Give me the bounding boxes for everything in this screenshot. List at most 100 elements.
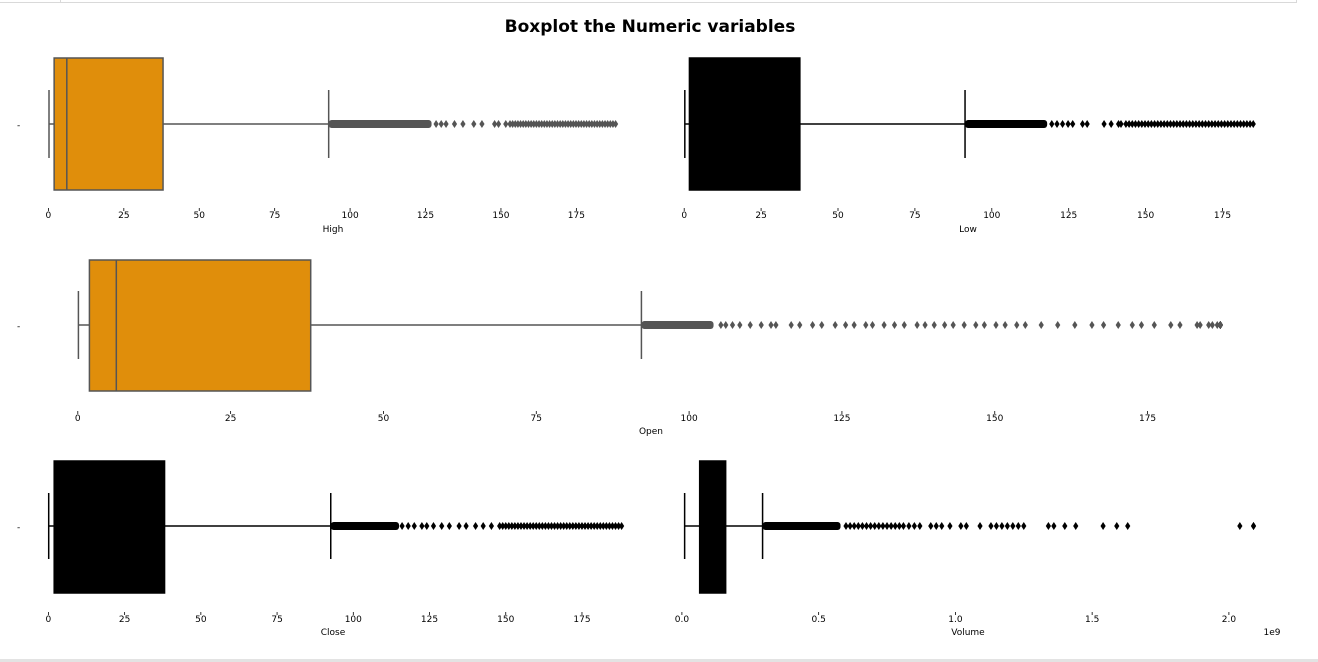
outlier-point [933,522,939,530]
outlier-point [1022,321,1028,329]
outlier-point [424,522,430,530]
outlier-points [718,321,1223,329]
outlier-point [573,522,579,530]
outlier-point [1148,120,1154,128]
outlier-point [503,120,509,128]
outlier-point [600,522,606,530]
outlier-point [1038,321,1044,329]
outlier-point [961,321,967,329]
outlier-point [615,522,622,530]
outlier-point [1136,120,1142,128]
outlier-point [578,120,584,128]
outlier-point [612,522,619,530]
outlier-point [863,321,869,329]
outlier-point [607,120,613,128]
outlier-point [523,120,529,128]
outlier-point [1118,120,1124,128]
outlier-point [1186,120,1193,128]
outlier-point [1062,522,1068,530]
outlier-point [599,120,605,128]
outlier-point [993,321,999,329]
outlier-point [554,522,561,530]
x-axis-ticks: 0 25 50 75 100 125 150 175 [46,612,591,625]
x-tick-label: 50 [195,615,207,625]
outlier-point [1199,120,1205,128]
outlier-point [758,321,764,329]
outlier-point [1217,321,1223,329]
outlier-point [544,120,550,128]
outlier-point [446,522,452,530]
outlier-point [546,120,553,128]
outlier-point [981,321,987,329]
outlier-point [1015,522,1021,530]
outlier-point [1237,120,1244,128]
outlier-point [942,321,948,329]
x-tick-label: 25 [119,615,130,625]
outlier-point [1100,321,1107,329]
outlier-point [931,321,937,329]
outlier-point [999,522,1005,530]
outlier-point [536,120,542,128]
outlier-band [328,120,432,128]
outlier-point [1250,120,1256,128]
outlier-point [973,321,979,329]
x-tick-label: 1.5 [1085,615,1099,625]
outlier-point [399,522,405,530]
outlier-point [1002,321,1008,329]
outlier-point [939,522,945,530]
outlier-point [855,522,861,530]
outlier-point [768,321,774,329]
x-tick-label: 0 [46,615,52,625]
x-tick-label: 125 [421,615,438,625]
x-tick-label: 75 [909,211,920,221]
outlier-point [1167,120,1174,128]
outlier-point [843,522,849,530]
subplot-close: - 0 25 50 75 100 125 150 175 Close [17,460,625,638]
outlier-point [1247,120,1253,128]
outlier-point [1089,321,1095,329]
outlier-points [1049,120,1256,128]
outlier-point [1114,522,1120,530]
outlier-point [443,120,449,128]
outlier-point [521,522,527,530]
x-tick-label: 175 [1139,414,1156,424]
outlier-point [1193,120,1199,128]
outlier-point [892,522,898,530]
outlier-point [1222,120,1228,128]
outlier-point [1164,120,1170,128]
outlier-point [868,522,874,530]
outlier-point [588,522,594,530]
x-axis-ticks: 0 25 50 75 100 125 150 175 [681,208,1231,221]
outlier-point [438,120,444,128]
y-tick-mark: - [17,322,20,332]
outlier-point [1129,321,1135,329]
outlier-point [586,120,592,128]
outlier-point [606,522,613,530]
outlier-point [545,522,552,530]
outlier-point [1145,120,1151,128]
outlier-point [561,522,567,530]
outlier-point [851,321,857,329]
x-tick-label: 150 [497,615,514,625]
outlier-point [564,522,570,530]
outlier-point [832,321,838,329]
outlier-point [539,120,545,128]
outlier-point [524,522,530,530]
outlier-point [917,522,923,530]
outlier-point [579,522,585,530]
outlier-point [539,522,545,530]
outlier-point [901,321,907,329]
outlier-point [433,120,439,128]
outlier-point [1225,120,1231,128]
subplot-high: - 0 25 50 75 100 125 150 175 High [17,57,619,235]
outlier-point [551,522,558,530]
x-tick-label: 100 [983,211,1000,221]
outlier-point [492,120,498,128]
outlier-point [515,522,521,530]
outlier-point [619,522,625,530]
outlier-point [512,522,518,530]
subplot-low: 0 25 50 75 100 125 150 175 Low [681,57,1256,235]
outlier-point [530,522,536,530]
outlier-point [1045,522,1051,530]
